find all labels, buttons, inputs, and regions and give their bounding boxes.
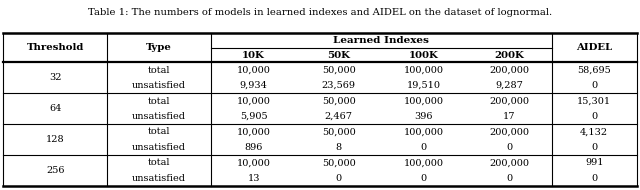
Text: 50,000: 50,000 — [322, 127, 356, 136]
Text: total: total — [148, 66, 170, 74]
Text: unsatisfied: unsatisfied — [132, 112, 186, 121]
Text: 10K: 10K — [243, 51, 265, 59]
Text: 0: 0 — [506, 143, 512, 152]
Text: unsatisfied: unsatisfied — [132, 81, 186, 90]
Text: 0: 0 — [591, 143, 597, 152]
Text: total: total — [148, 97, 170, 105]
Text: 200K: 200K — [494, 51, 524, 59]
Text: 10,000: 10,000 — [237, 127, 271, 136]
Text: unsatisfied: unsatisfied — [132, 174, 186, 183]
Text: 50,000: 50,000 — [322, 97, 356, 105]
Text: 4,132: 4,132 — [580, 127, 608, 136]
Text: 10,000: 10,000 — [237, 158, 271, 167]
Text: 0: 0 — [591, 81, 597, 90]
Text: 50,000: 50,000 — [322, 158, 356, 167]
Text: AIDEL: AIDEL — [576, 43, 612, 52]
Text: 100,000: 100,000 — [404, 66, 444, 74]
Text: 200,000: 200,000 — [489, 158, 529, 167]
Text: 9,287: 9,287 — [495, 81, 523, 90]
Text: 0: 0 — [336, 174, 342, 183]
Text: unsatisfied: unsatisfied — [132, 143, 186, 152]
Text: 396: 396 — [415, 112, 433, 121]
Text: 32: 32 — [49, 73, 61, 82]
Text: Learned Indexes: Learned Indexes — [333, 36, 429, 45]
Text: 0: 0 — [421, 143, 427, 152]
Text: 0: 0 — [421, 174, 427, 183]
Text: 0: 0 — [506, 174, 512, 183]
Text: 23,569: 23,569 — [322, 81, 356, 90]
Text: Type: Type — [146, 43, 172, 52]
Text: 10,000: 10,000 — [237, 66, 271, 74]
Text: 10,000: 10,000 — [237, 97, 271, 105]
Text: 15,301: 15,301 — [577, 97, 611, 105]
Text: 256: 256 — [46, 166, 65, 175]
Text: 64: 64 — [49, 104, 61, 113]
Text: Threshold: Threshold — [26, 43, 84, 52]
Text: 58,695: 58,695 — [577, 66, 611, 74]
Text: 100K: 100K — [409, 51, 439, 59]
Text: 200,000: 200,000 — [489, 127, 529, 136]
Text: 2,467: 2,467 — [324, 112, 353, 121]
Text: 200,000: 200,000 — [489, 97, 529, 105]
Text: 128: 128 — [46, 135, 65, 144]
Text: 100,000: 100,000 — [404, 127, 444, 136]
Text: 100,000: 100,000 — [404, 158, 444, 167]
Text: 0: 0 — [591, 174, 597, 183]
Text: 100,000: 100,000 — [404, 97, 444, 105]
Text: Table 1: The numbers of models in learned indexes and AIDEL on the dataset of lo: Table 1: The numbers of models in learne… — [88, 8, 552, 17]
Text: 50K: 50K — [327, 51, 350, 59]
Text: 50,000: 50,000 — [322, 66, 356, 74]
Text: 9,934: 9,934 — [240, 81, 268, 90]
Text: 13: 13 — [248, 174, 260, 183]
Text: 17: 17 — [503, 112, 515, 121]
Text: 896: 896 — [244, 143, 263, 152]
Text: 8: 8 — [336, 143, 342, 152]
Text: 200,000: 200,000 — [489, 66, 529, 74]
Text: 19,510: 19,510 — [407, 81, 441, 90]
Text: 0: 0 — [591, 112, 597, 121]
Text: total: total — [148, 158, 170, 167]
Text: total: total — [148, 127, 170, 136]
Text: 991: 991 — [585, 158, 604, 167]
Text: 5,905: 5,905 — [240, 112, 268, 121]
